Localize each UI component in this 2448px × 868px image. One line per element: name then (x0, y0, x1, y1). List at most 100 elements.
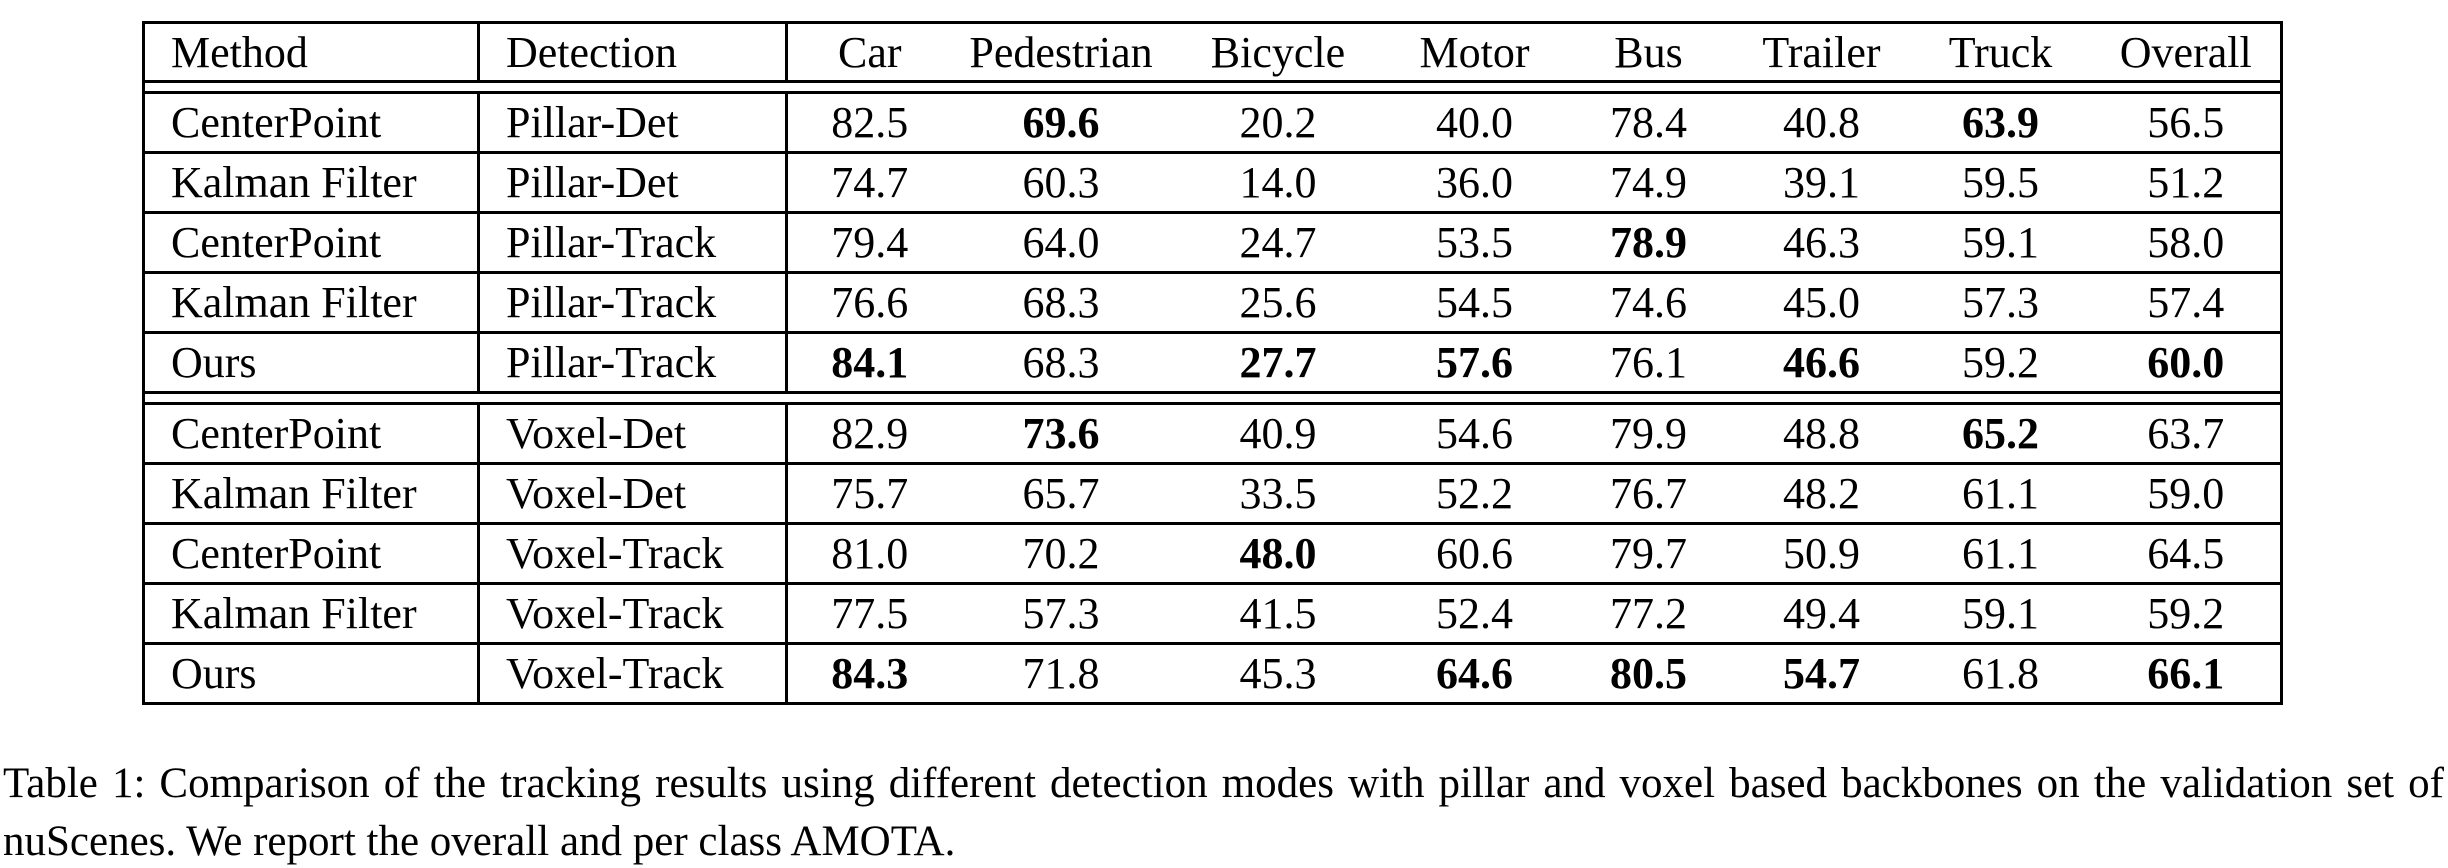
detection-cell: Voxel-Det (478, 462, 788, 524)
value-cell-car: 74.7 (786, 151, 952, 213)
column-header-detection: Detection (478, 22, 788, 82)
table-row: CenterPoint Voxel-Track 81.0 70.2 48.0 6… (143, 522, 2282, 584)
method-cell: Ours (143, 642, 480, 704)
value-cell-overall: 66.1 (2091, 642, 2282, 704)
value-cell-bicycle: 40.9 (1239, 409, 1317, 458)
value-cell-truck: 59.1 (1909, 582, 2092, 644)
value-cell-motor: 57.6 (1385, 331, 1564, 393)
value-cell-motor: 54.6 (1436, 409, 1513, 458)
value-cell-car: 82.5 (831, 98, 909, 147)
detection-cell: Voxel-Track (478, 642, 788, 704)
value-cell-pedestrian: 65.7 (951, 462, 1171, 524)
value-cell-bicycle: 27.7 (1170, 331, 1386, 393)
value-cell-bus: 74.9 (1563, 151, 1734, 213)
value-cell-trailer: 46.3 (1733, 211, 1910, 273)
table-row: Kalman Filter Pillar-Track 76.6 68.3 25.… (143, 271, 2282, 333)
value-cell-motor: 36.0 (1385, 151, 1564, 213)
value-cell-pedestrian: 70.2 (951, 522, 1171, 584)
method-cell: CenterPoint (143, 522, 480, 584)
value-cell-bus: 79.7 (1563, 522, 1734, 584)
detection-cell: Voxel-Det (478, 403, 788, 464)
value-cell-trailer: 48.8 (1783, 409, 1860, 458)
table-body: CenterPoint Pillar-Det 82.5 69.6 20.2 40… (143, 80, 2282, 704)
column-header-bus: Bus (1614, 27, 1683, 77)
detection-cell: Pillar-Track (478, 211, 788, 273)
value-cell-pedestrian: 73.6 (1022, 409, 1100, 458)
value-cell-car: 84.3 (786, 642, 952, 704)
value-cell-bicycle: 41.5 (1170, 582, 1386, 644)
value-cell-trailer: 40.8 (1783, 98, 1860, 147)
method-cell: CenterPoint (143, 92, 480, 153)
value-cell-overall: 57.4 (2091, 271, 2282, 333)
value-cell-bicycle: 24.7 (1170, 211, 1386, 273)
table-row: Kalman Filter Voxel-Det 75.7 65.7 33.5 5… (143, 462, 2282, 524)
table-caption: Table 1: Comparison of the tracking resul… (3, 755, 2444, 868)
value-cell-overall: 58.0 (2091, 211, 2282, 273)
value-cell-bus: 78.4 (1610, 98, 1687, 147)
table-row: Ours Voxel-Track 84.3 71.8 45.3 64.6 80.… (143, 642, 2282, 704)
caption-text: Comparison of the tracking results using… (3, 760, 2444, 866)
value-cell-pedestrian: 64.0 (951, 211, 1171, 273)
value-cell-car: 81.0 (786, 522, 952, 584)
value-cell-truck: 61.1 (1909, 522, 2092, 584)
value-cell-motor: 64.6 (1385, 642, 1564, 704)
value-cell-bus: 77.2 (1563, 582, 1734, 644)
method-cell: Kalman Filter (143, 271, 480, 333)
column-header-pedestrian: Pedestrian (969, 27, 1153, 77)
value-cell-truck: 65.2 (1962, 409, 2039, 458)
detection-cell: Voxel-Track (478, 522, 788, 584)
method-cell: CenterPoint (143, 211, 480, 273)
value-cell-trailer: 49.4 (1733, 582, 1910, 644)
results-table: Method Detection Car Pedestrian Bicycle … (142, 21, 2283, 705)
value-cell-pedestrian: 71.8 (951, 642, 1171, 704)
value-cell-bicycle: 45.3 (1170, 642, 1386, 704)
value-cell-bicycle: 20.2 (1239, 98, 1317, 147)
value-cell-pedestrian: 57.3 (951, 582, 1171, 644)
method-cell: Kalman Filter (143, 462, 480, 524)
value-cell-motor: 60.6 (1385, 522, 1564, 584)
value-cell-bicycle: 14.0 (1170, 151, 1386, 213)
value-cell-pedestrian: 69.6 (1022, 98, 1100, 147)
detection-cell: Pillar-Det (478, 92, 788, 153)
value-cell-bus: 80.5 (1563, 642, 1734, 704)
column-header-truck: Truck (1948, 27, 2053, 77)
table-row: CenterPoint Pillar-Track 79.4 64.0 24.7 … (143, 211, 2282, 273)
value-cell-overall: 59.0 (2091, 462, 2282, 524)
group-double-rule (143, 391, 2282, 405)
table-row: CenterPoint Pillar-Det 82.5 69.6 20.2 40… (143, 92, 2282, 153)
value-cell-bicycle: 33.5 (1170, 462, 1386, 524)
value-cell-bus: 74.6 (1563, 271, 1734, 333)
value-cell-bicycle: 25.6 (1170, 271, 1386, 333)
table-row: Ours Pillar-Track 84.1 68.3 27.7 57.6 76… (143, 331, 2282, 393)
value-cell-car: 77.5 (786, 582, 952, 644)
value-cell-motor: 53.5 (1385, 211, 1564, 273)
table-container: Method Detection Car Pedestrian Bicycle … (142, 21, 2448, 705)
value-cell-trailer: 54.7 (1733, 642, 1910, 704)
value-cell-bicycle: 48.0 (1170, 522, 1386, 584)
column-header-car: Car (837, 27, 902, 77)
value-cell-pedestrian: 60.3 (951, 151, 1171, 213)
value-cell-truck: 59.2 (1909, 331, 2092, 393)
value-cell-truck: 61.8 (1909, 642, 2092, 704)
value-cell-overall: 64.5 (2091, 522, 2282, 584)
column-header-bicycle: Bicycle (1210, 27, 1346, 77)
value-cell-motor: 52.4 (1385, 582, 1564, 644)
value-cell-motor: 52.2 (1385, 462, 1564, 524)
value-cell-bus: 79.9 (1610, 409, 1687, 458)
value-cell-car: 82.9 (831, 409, 909, 458)
value-cell-pedestrian: 68.3 (951, 331, 1171, 393)
column-header-overall: Overall (2119, 27, 2252, 77)
value-cell-pedestrian: 68.3 (951, 271, 1171, 333)
value-cell-overall: 60.0 (2091, 331, 2282, 393)
value-cell-motor: 40.0 (1436, 98, 1513, 147)
table-row: Kalman Filter Voxel-Track 77.5 57.3 41.5… (143, 582, 2282, 644)
column-header-motor: Motor (1419, 27, 1530, 77)
value-cell-car: 76.6 (786, 271, 952, 333)
value-cell-trailer: 46.6 (1733, 331, 1910, 393)
value-cell-overall: 63.7 (2147, 409, 2225, 458)
value-cell-overall: 56.5 (2147, 98, 2225, 147)
value-cell-trailer: 45.0 (1733, 271, 1910, 333)
value-cell-bus: 78.9 (1563, 211, 1734, 273)
table-row: Kalman Filter Pillar-Det 74.7 60.3 14.0 … (143, 151, 2282, 213)
value-cell-car: 75.7 (786, 462, 952, 524)
